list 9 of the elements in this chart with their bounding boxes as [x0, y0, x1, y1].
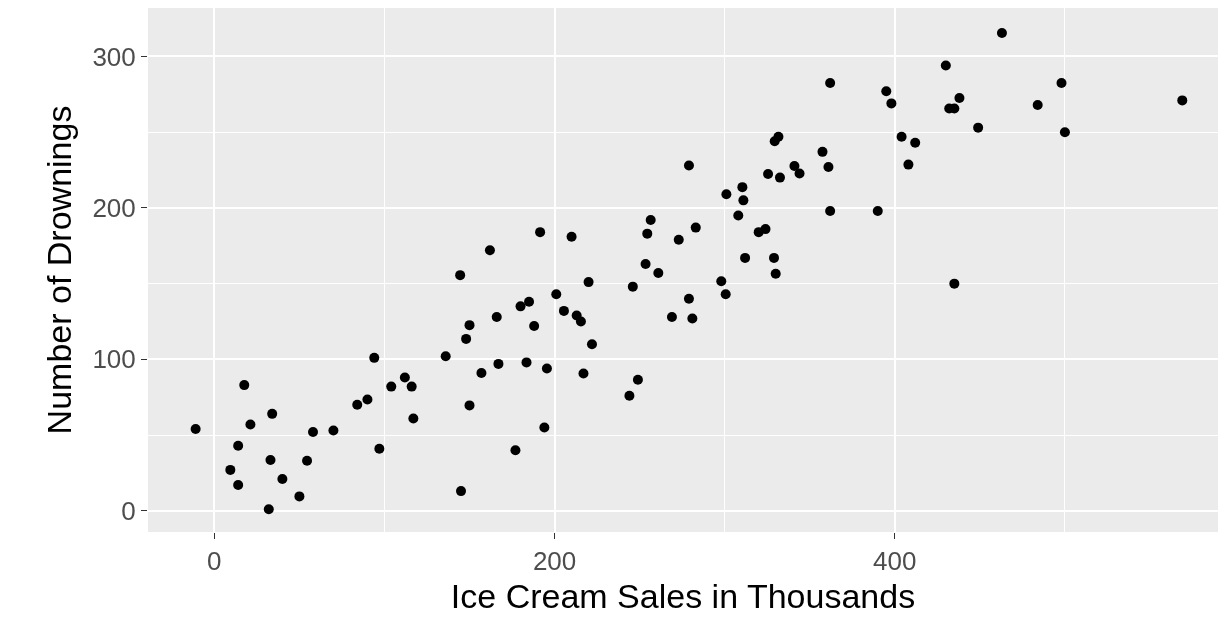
y-tick-label: 300 [92, 41, 136, 72]
y-axis-title: Number of Drownings [40, 105, 79, 435]
y-tick-label: 100 [92, 344, 136, 375]
x-tick-label: 0 [207, 546, 222, 577]
y-tick-label: 0 [121, 495, 136, 526]
y-tick-label: 200 [92, 193, 136, 224]
x-tick-label: 400 [873, 546, 917, 577]
x-tick-label: 200 [532, 546, 577, 577]
x-axis-title: Ice Cream Sales in Thousands [450, 576, 916, 615]
